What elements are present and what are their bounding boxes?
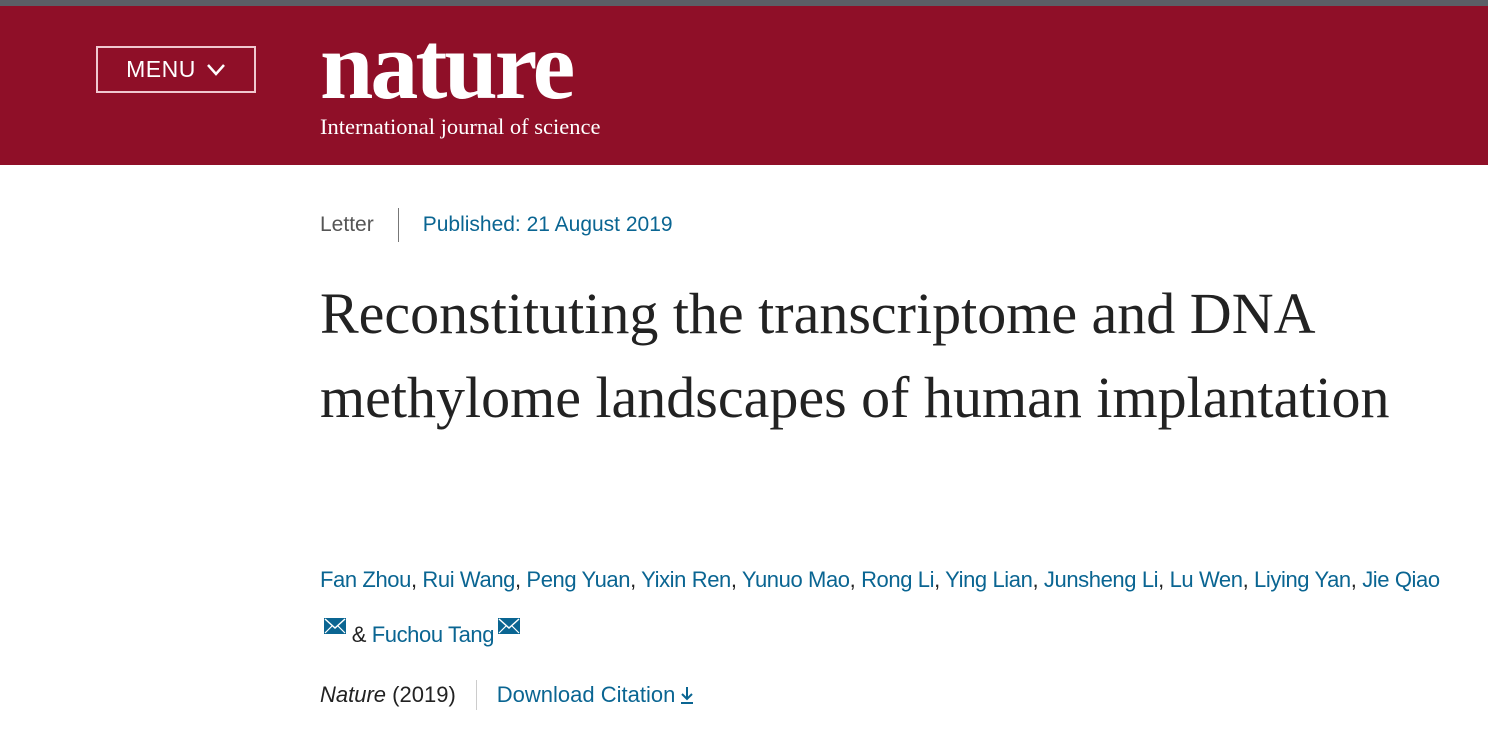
logo-word: nature	[320, 12, 575, 119]
download-icon	[681, 687, 694, 704]
chevron-down-icon	[206, 63, 225, 76]
author-link[interactable]: Liying Yan	[1254, 567, 1351, 592]
author-link[interactable]: Ying Lian	[945, 567, 1033, 592]
author-list: Fan Zhou, Rui Wang, Peng Yuan, Yixin Ren…	[320, 567, 1440, 647]
author-link[interactable]: Fan Zhou	[320, 567, 411, 592]
author-link[interactable]: Fuchou Tang	[371, 622, 495, 647]
author-link[interactable]: Lu Wen	[1169, 567, 1243, 592]
article-title: Reconstituting the transcriptome and DNA…	[320, 281, 1390, 430]
site-header: MENU nature International journal of sci…	[0, 6, 1488, 165]
logo-tagline: International journal of science	[320, 114, 601, 139]
author-link[interactable]: Yixin Ren	[641, 567, 731, 592]
download-citation-label: Download Citation	[496, 682, 676, 707]
journal-year: (2019)	[392, 682, 456, 707]
author-link[interactable]: Rong Li	[861, 567, 935, 592]
article-type: Letter	[320, 213, 374, 236]
menu-button[interactable]: MENU	[96, 46, 256, 93]
author-link[interactable]: Jie Qiao	[1362, 567, 1440, 592]
published-date: Published: 21 August 2019	[422, 213, 673, 236]
article-meta: Letter Published: 21 August 2019	[320, 208, 673, 242]
citation-line: Nature (2019) Download Citation	[320, 680, 695, 710]
author-link[interactable]: Junsheng Li	[1043, 567, 1159, 592]
envelope-icon[interactable]	[498, 603, 521, 634]
author-link[interactable]: Peng Yuan	[526, 567, 631, 592]
author-link[interactable]: Rui Wang	[422, 567, 515, 592]
top-bar	[0, 0, 1488, 6]
author-link[interactable]: Yunuo Mao	[741, 567, 850, 592]
envelope-icon[interactable]	[324, 603, 346, 634]
nature-logo[interactable]: nature International journal of science	[320, 12, 601, 140]
download-citation-link[interactable]: Download Citation	[497, 682, 696, 708]
journal-name: Nature	[320, 682, 387, 707]
divider	[397, 208, 399, 242]
menu-label: MENU	[126, 56, 196, 82]
divider	[475, 680, 477, 710]
